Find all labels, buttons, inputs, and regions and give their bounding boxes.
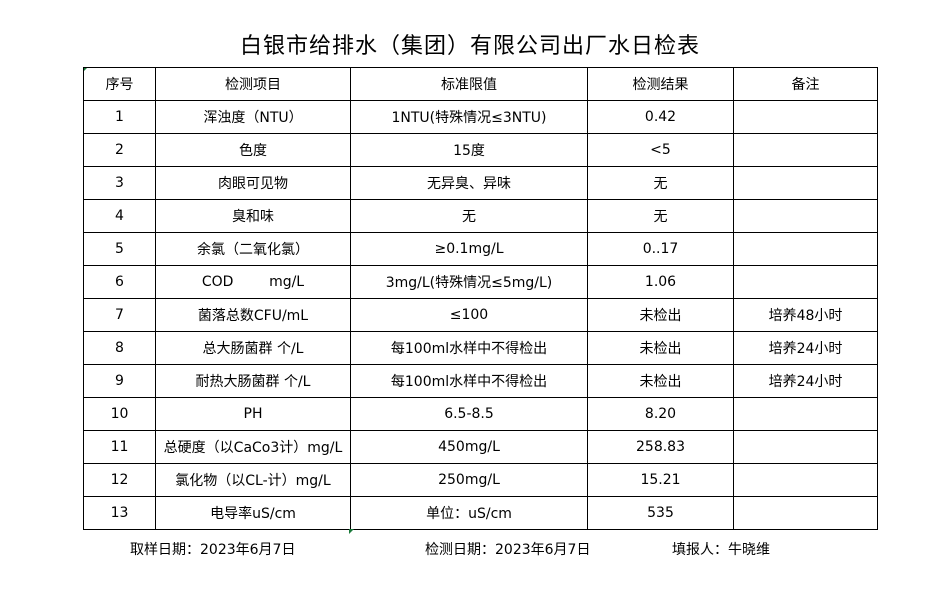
table-cell[interactable]: 5 (83, 232, 156, 266)
table-cell[interactable] (733, 463, 878, 497)
table-cell[interactable] (733, 232, 878, 266)
table-cell[interactable]: 余氯（二氧化氯） (155, 232, 351, 266)
table-cell[interactable]: 1NTU(特殊情况≤3NTU) (350, 100, 588, 134)
table-cell[interactable]: 535 (587, 496, 734, 530)
table-row: 7 菌落总数CFU/mL ≤100 未检出 培养48小时 (83, 298, 878, 332)
table-cell[interactable]: 15.21 (587, 463, 734, 497)
table-row: 6 COD mg/L 3mg/L(特殊情况≤5mg/L) 1.06 (83, 265, 878, 299)
table-row: 13 电导率uS/cm 单位：uS/cm 535 (83, 496, 878, 530)
table-cell[interactable]: 8 (83, 331, 156, 365)
table-cell[interactable]: 未检出 (587, 364, 734, 398)
table-row: 4 臭和味无无 (83, 199, 878, 233)
table-cell[interactable] (733, 199, 878, 233)
header-cell[interactable]: 备注 (733, 67, 878, 101)
table-cell[interactable] (733, 265, 878, 299)
sampling-date: 取样日期：2023年6月7日 (130, 542, 296, 558)
table-row: 12 氯化物（以CL-计）mg/L 250mg/L 15.21 (83, 463, 878, 497)
header-cell[interactable]: 检测项目 (155, 67, 351, 101)
table-row: 11 总硬度（以CaCo3计）mg/L 450mg/L 258.83 (83, 430, 878, 464)
table-cell[interactable]: 2 (83, 133, 156, 167)
table-cell[interactable]: 色度 (155, 133, 351, 167)
table-cell[interactable]: 9 (83, 364, 156, 398)
table-cell[interactable]: COD mg/L (155, 265, 351, 299)
table-cell[interactable] (733, 100, 878, 134)
table-cell[interactable]: 6 (83, 265, 156, 299)
table-cell[interactable] (733, 430, 878, 464)
table-cell[interactable]: 每100ml水样中不得检出 (350, 331, 588, 365)
table-cell[interactable]: 肉眼可见物 (155, 166, 351, 200)
table-cell[interactable] (733, 496, 878, 530)
table-cell[interactable]: 臭和味 (155, 199, 351, 233)
table-row: 9 耐热大肠菌群 个/L 每100ml水样中不得检出 未检出 培养24小时 (83, 364, 878, 398)
table-cell[interactable]: 8.20 (587, 397, 734, 431)
table-cell[interactable]: 总硬度（以CaCo3计）mg/L (155, 430, 351, 464)
table-cell[interactable]: <5 (587, 133, 734, 167)
table-row: 5 余氯（二氧化氯） ≥0.1mg/L 0..17 (83, 232, 878, 266)
table-cell[interactable]: 单位：uS/cm (350, 496, 588, 530)
table-cell[interactable]: 培养24小时 (733, 364, 878, 398)
table-cell[interactable]: 未检出 (587, 298, 734, 332)
table-cell[interactable]: 15度 (350, 133, 588, 167)
table-cell[interactable]: 1.06 (587, 265, 734, 299)
table-row: 8 总大肠菌群 个/L 每100ml水样中不得检出 未检出 培养24小时 (83, 331, 878, 365)
table-cell[interactable]: 电导率uS/cm (155, 496, 351, 530)
table-cell[interactable]: 3mg/L(特殊情况≤5mg/L) (350, 265, 588, 299)
table-cell[interactable]: 258.83 (587, 430, 734, 464)
table-cell[interactable]: 无 (587, 199, 734, 233)
table-cell[interactable]: 总大肠菌群 个/L (155, 331, 351, 365)
header-cell[interactable]: 序号 (83, 67, 156, 101)
table-cell[interactable]: 耐热大肠菌群 个/L (155, 364, 351, 398)
table-cell[interactable]: 11 (83, 430, 156, 464)
table-row: 1 浑浊度（NTU） 1NTU(特殊情况≤3NTU) 0.42 (83, 100, 878, 134)
table-row: 2 色度 15度 <5 (83, 133, 878, 167)
table-cell[interactable]: 0.42 (587, 100, 734, 134)
table-row: 3 肉眼可见物 无异臭、异味无 (83, 166, 878, 200)
table-cell[interactable]: 450mg/L (350, 430, 588, 464)
table-cell[interactable]: 7 (83, 298, 156, 332)
table-cell[interactable]: 氯化物（以CL-计）mg/L (155, 463, 351, 497)
table-cell[interactable]: 培养48小时 (733, 298, 878, 332)
table-cell[interactable]: 无 (587, 166, 734, 200)
table-header-row: 序号 检测项目 标准限值 检测结果 备注 (83, 67, 878, 101)
table-cell[interactable]: PH (155, 397, 351, 431)
table-cell[interactable]: 4 (83, 199, 156, 233)
table-cell[interactable] (733, 166, 878, 200)
page-title: 白银市给排水（集团）有限公司出厂水日检表 (239, 34, 700, 59)
header-cell[interactable]: 标准限值 (350, 67, 588, 101)
table-cell[interactable]: 13 (83, 496, 156, 530)
test-date: 检测日期：2023年6月7日 (425, 542, 591, 558)
table-cell[interactable]: 菌落总数CFU/mL (155, 298, 351, 332)
table-cell[interactable]: ≥0.1mg/L (350, 232, 588, 266)
table-cell[interactable] (733, 133, 878, 167)
table-cell[interactable]: 浑浊度（NTU） (155, 100, 351, 134)
table-cell[interactable]: 无 (350, 199, 588, 233)
table-cell[interactable]: 0..17 (587, 232, 734, 266)
table-cell[interactable]: 每100ml水样中不得检出 (350, 364, 588, 398)
reporter: 填报人：牛晓维 (672, 542, 770, 558)
table-cell[interactable]: 无异臭、异味 (350, 166, 588, 200)
table-cell[interactable]: 培养24小时 (733, 331, 878, 365)
table-cell[interactable]: 250mg/L (350, 463, 588, 497)
table-cell[interactable]: 6.5-8.5 (350, 397, 588, 431)
inspection-table: 序号 检测项目 标准限值 检测结果 备注 1 浑浊度（NTU） 1NTU(特殊情况≤… (83, 67, 878, 530)
header-cell[interactable]: 检测结果 (587, 67, 734, 101)
cell-marker (349, 529, 354, 534)
table-cell[interactable]: 1 (83, 100, 156, 134)
table-cell[interactable] (733, 397, 878, 431)
table-row: 10 PH 6.5-8.5 8.20 (83, 397, 878, 431)
table-cell[interactable]: 未检出 (587, 331, 734, 365)
table-cell[interactable]: 10 (83, 397, 156, 431)
table-cell[interactable]: ≤100 (350, 298, 588, 332)
table-cell[interactable]: 3 (83, 166, 156, 200)
table-cell[interactable]: 12 (83, 463, 156, 497)
